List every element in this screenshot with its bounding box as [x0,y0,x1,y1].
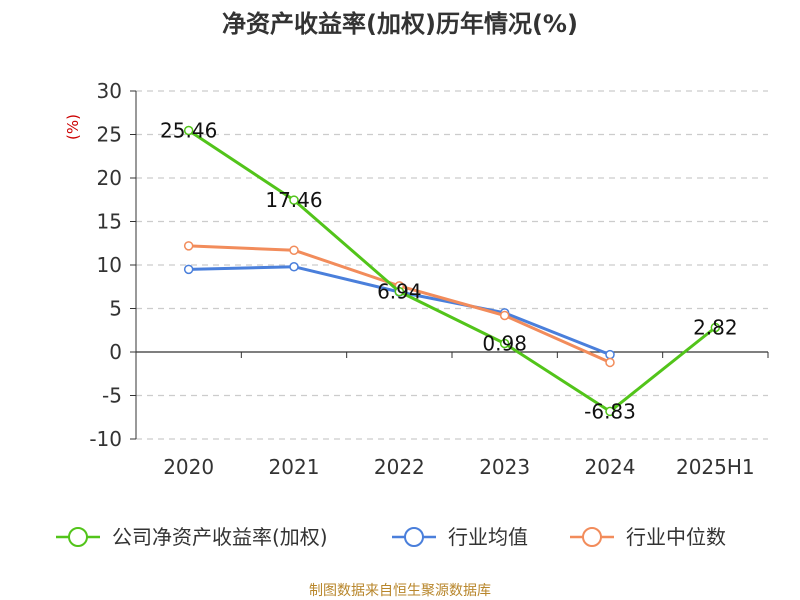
chart-title: 净资产收益率(加权)历年情况(%) [222,10,578,38]
y-tick-label: 0 [109,340,122,364]
data-point [499,310,510,321]
y-axis-ticks: 30 25 20 15 10 5 0 -5 -10 [89,79,137,451]
y-tick-label: 25 [97,123,122,147]
y-tick-label: 5 [109,297,122,321]
data-point [289,195,299,205]
data-point [605,406,615,417]
data-label: 2.82 [693,315,738,339]
legend-label: 行业均值 [448,525,528,549]
legend-label: 行业中位数 [626,525,726,549]
x-tick-label: 2021 [269,455,320,479]
x-axis: 2020 2021 2022 2023 2024 2025H1 [135,351,769,479]
data-label: 25.46 [160,118,217,142]
data-point [289,261,299,272]
y-axis-label: (%) [64,114,82,140]
data-point [289,245,299,255]
legend-marker [404,527,424,547]
legend-label: 公司净资产收益率(加权) [112,525,328,549]
y-tick-label: 10 [97,253,122,277]
legend-marker [68,527,88,547]
legend-marker [582,527,602,547]
x-tick-label: 2023 [479,455,530,479]
data-point [183,264,194,275]
x-tick-label: 2024 [585,455,636,479]
data-label: 17.46 [265,188,322,212]
data-point [499,338,510,349]
data-point [183,241,194,251]
series-lines [183,125,721,417]
series-line [188,244,611,364]
data-label: 6.94 [377,280,422,304]
y-tick-label: 15 [97,210,122,234]
data-label: 0.98 [482,331,527,355]
legend: 公司净资产收益率(加权) 行业均值 行业中位数 [56,525,726,549]
data-labels: 25.46 17.46 6.94 0.98 -6.83 2.82 [160,118,738,423]
y-tick-label: -5 [102,384,122,408]
source-note: 制图数据来自恒生聚源数据库 [309,583,491,599]
x-tick-label: 2025H1 [676,455,755,479]
y-tick-label: 30 [97,79,122,103]
data-point [183,125,194,136]
y-tick-label: 20 [97,166,122,190]
data-point [605,357,615,368]
data-label: -6.83 [584,399,636,423]
data-point [394,286,405,297]
y-tick-label: -10 [89,427,122,451]
grid-lines [136,90,768,440]
x-tick-label: 2020 [163,455,214,479]
data-point [710,322,721,333]
data-point [605,349,615,360]
series-line [187,129,717,413]
x-tick-label: 2022 [374,455,425,479]
